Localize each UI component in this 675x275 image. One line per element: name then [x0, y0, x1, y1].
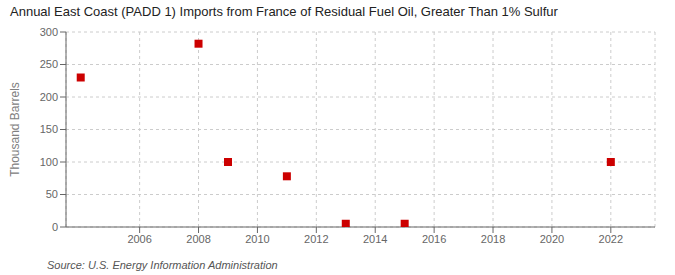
svg-text:150: 150: [40, 123, 58, 135]
svg-text:2010: 2010: [245, 233, 269, 245]
svg-text:250: 250: [40, 58, 58, 70]
svg-text:200: 200: [40, 91, 58, 103]
svg-text:2020: 2020: [540, 233, 564, 245]
svg-text:2012: 2012: [304, 233, 328, 245]
html-text:Source: U.S. Energy Informatio: Source: U.S. Energy Information Administ…: [47, 259, 278, 271]
svg-text:2008: 2008: [186, 233, 210, 245]
svg-text:2018: 2018: [481, 233, 505, 245]
svg-text:2022: 2022: [599, 233, 623, 245]
svg-text:Thousand Barrels: Thousand Barrels: [8, 82, 22, 177]
svg-text:50: 50: [46, 188, 58, 200]
svg-text:0: 0: [52, 221, 58, 233]
svg-text:2014: 2014: [363, 233, 387, 245]
svg-text:2006: 2006: [127, 233, 151, 245]
svg-text:100: 100: [40, 156, 58, 168]
html-text:Annual East Coast (PADD 1) Imp: Annual East Coast (PADD 1) Imports from …: [10, 4, 558, 19]
svg-text:300: 300: [40, 26, 58, 38]
svg-text:2016: 2016: [422, 233, 446, 245]
